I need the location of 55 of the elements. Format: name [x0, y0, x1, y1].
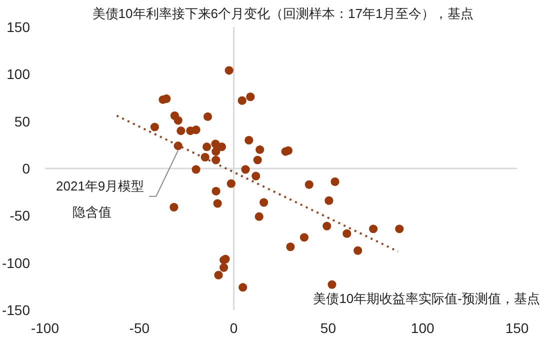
point [330, 177, 340, 186]
point [244, 136, 254, 144]
point [395, 224, 404, 234]
x-tick-label: -50 [129, 320, 150, 336]
point [212, 156, 220, 164]
point [369, 224, 378, 234]
point [212, 186, 220, 196]
y-tick-label: 0 [22, 160, 30, 176]
point [322, 222, 332, 230]
point [253, 156, 262, 164]
y-tick-label: -100 [2, 254, 30, 271]
point [192, 126, 200, 134]
point [217, 142, 226, 152]
x-axis-title: 美债10年期收益率实际值-预测值，基点 [313, 291, 540, 306]
y-tick-label: 50 [14, 113, 30, 130]
point [342, 229, 352, 238]
point [200, 152, 210, 162]
point [304, 180, 314, 189]
x-tick-label: -100 [30, 320, 60, 336]
point [286, 242, 295, 252]
point [174, 116, 182, 125]
point [354, 246, 362, 255]
point [212, 147, 220, 156]
y-tick-label: -150 [2, 302, 30, 318]
point [214, 270, 223, 280]
point [241, 165, 250, 174]
point [202, 142, 212, 152]
x-tick-label: 100 [410, 320, 434, 336]
point [150, 122, 159, 132]
x-tick-label: 50 [320, 320, 336, 336]
point [213, 199, 222, 208]
point [203, 112, 212, 121]
point [256, 145, 264, 154]
annotation: 2021年9月模型隐含值 [56, 178, 144, 220]
point [328, 280, 336, 289]
y-tick-label: -50 [10, 208, 30, 224]
chart-title: 美债10年利率接下来6个月变化（回测样本：17年1月至今），基点 [92, 6, 474, 21]
y-tick-label: 100 [6, 66, 30, 82]
y-tick-label: 150 [6, 19, 30, 35]
x-tick-label: 0 [230, 320, 238, 336]
point [219, 263, 228, 272]
point [176, 126, 186, 136]
point [170, 202, 178, 212]
point [252, 172, 260, 180]
point [246, 92, 255, 102]
point [254, 212, 264, 221]
point [324, 196, 334, 205]
point [238, 283, 248, 292]
point [224, 66, 234, 75]
point [260, 198, 268, 207]
point [226, 179, 236, 188]
point [192, 165, 200, 174]
point [238, 96, 246, 105]
x-tick-label: 150 [505, 320, 529, 336]
point [300, 233, 309, 242]
